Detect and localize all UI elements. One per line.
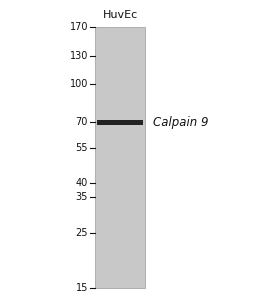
Text: Calpain 9: Calpain 9 [153,116,208,129]
Bar [95,27,145,288]
Text: 170: 170 [70,22,88,32]
Text: 130: 130 [70,51,88,61]
Text: 15: 15 [76,283,88,293]
Text: HuvEc: HuvEc [102,10,138,20]
Text: 35: 35 [76,192,88,202]
Text: 100: 100 [70,79,88,89]
Text: 70: 70 [76,117,88,128]
Text: 40: 40 [76,178,88,188]
Text: 25: 25 [76,228,88,238]
Text: 55: 55 [76,143,88,153]
Bar [97,120,143,125]
